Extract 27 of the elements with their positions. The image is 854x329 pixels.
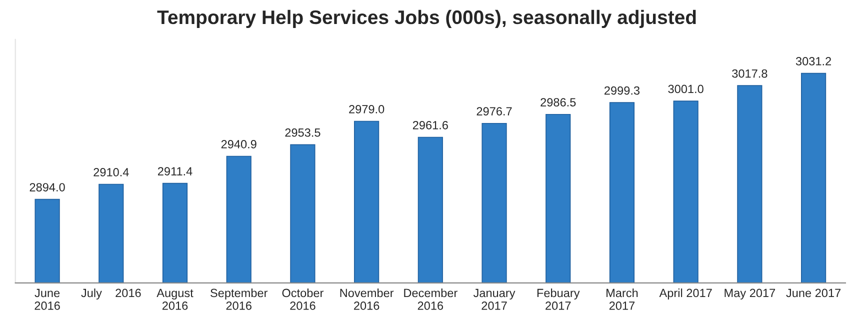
data-label: 3017.8 [732, 69, 768, 78]
data-label: 2911.4 [158, 167, 192, 176]
x-tick-label: Febuary 2017 [537, 288, 580, 310]
x-tick-label: May 2017 [724, 288, 776, 300]
data-label: 3031.2 [796, 57, 831, 66]
x-tick-label: June 2017 [786, 288, 841, 298]
x-tick-label: September 2016 [210, 288, 268, 310]
data-label: 3001.0 [668, 84, 704, 94]
x-tick-label: April 2017 [659, 288, 712, 300]
data-label: 2986.5 [540, 98, 576, 106]
data-label: 2940.9 [221, 140, 256, 148]
chart-title: Temporary Help Services Jobs (000s), seasonally adjusted [157, 10, 696, 28]
x-tick-label: October 2016 [282, 288, 324, 310]
x-tick-label: December 2016 [404, 288, 458, 310]
data-label: 2910.4 [94, 168, 129, 176]
data-label: 2961.6 [412, 120, 448, 130]
x-tick-label: November 2016 [340, 288, 394, 310]
x-tick-label: July 2016 [81, 288, 141, 300]
x-tick-label: January 2017 [473, 288, 516, 310]
data-label: 2976.7 [476, 107, 512, 116]
x-tick-label: August 2016 [156, 288, 194, 310]
data-label: 2953.5 [285, 128, 320, 137]
data-label: 2999.3 [604, 86, 640, 95]
data-label: 2979.0 [349, 104, 384, 114]
x-tick-label: March 2017 [606, 288, 638, 310]
x-tick-label: June 2016 [34, 288, 60, 310]
data-label: 2894.0 [30, 183, 65, 192]
